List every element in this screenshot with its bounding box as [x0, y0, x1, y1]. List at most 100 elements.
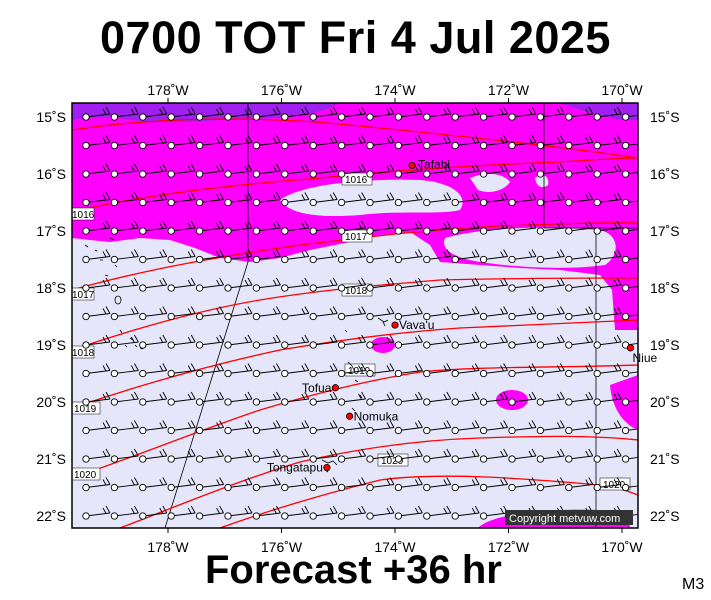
wind-barb	[451, 477, 480, 492]
lon-tick-label: 176˚W	[261, 82, 303, 98]
place-dot	[391, 321, 399, 329]
svg-text:1020: 1020	[74, 470, 97, 481]
wind-barb	[423, 334, 452, 349]
lon-tick-label: 174˚W	[374, 539, 416, 555]
isobar-label: 1017	[341, 229, 373, 243]
svg-text:1020: 1020	[381, 456, 404, 467]
wind-barb	[479, 135, 508, 150]
wind-barb	[423, 163, 452, 178]
wind-barb	[593, 391, 622, 406]
wind-barb	[508, 477, 537, 492]
wind-barb	[82, 391, 111, 406]
wind-barb	[479, 363, 508, 378]
wind-barb	[423, 448, 452, 463]
wind-barb	[281, 391, 310, 406]
wind-barb	[508, 448, 537, 463]
wind-barb	[281, 249, 310, 264]
lat-tick-label: 16˚S	[36, 166, 66, 182]
wind-barb	[252, 220, 281, 235]
wind-barb	[82, 306, 111, 321]
wind-barb	[451, 106, 480, 121]
svg-text:1019: 1019	[74, 404, 97, 415]
lon-tick-label: 172˚W	[488, 82, 530, 98]
wind-barb	[309, 334, 338, 349]
wind-barb	[508, 391, 537, 406]
wind-barb	[252, 477, 281, 492]
wind-barb	[309, 192, 338, 207]
wind-barb	[195, 249, 224, 264]
wind-barb	[565, 106, 594, 121]
lat-labels-right: 15˚S 16˚S 17˚S 18˚S 19˚S 20˚S 21˚S 22˚S	[650, 109, 680, 524]
map-code: M3	[682, 576, 705, 593]
wind-barb	[423, 477, 452, 492]
wind-barb	[423, 391, 452, 406]
wind-barb	[309, 106, 338, 121]
wind-barb	[565, 477, 594, 492]
wind-barb	[167, 220, 196, 235]
wind-barb	[82, 277, 111, 292]
wind-barb	[139, 391, 168, 406]
wind-barb	[451, 163, 480, 178]
wind-barb	[224, 192, 253, 207]
wind-barb	[195, 163, 224, 178]
place-niue: Niue	[626, 344, 658, 365]
lat-tick-label: 15˚S	[650, 109, 680, 125]
wind-barb	[536, 220, 565, 235]
wind-barb	[366, 192, 395, 207]
wind-barb	[309, 505, 338, 520]
lon-tick-label: 172˚W	[488, 539, 530, 555]
wind-barb	[224, 477, 253, 492]
isobar-label: 1016	[71, 207, 95, 221]
wind-barb	[281, 220, 310, 235]
wind-barb	[252, 249, 281, 264]
wind-barb	[593, 277, 622, 292]
wind-barb	[139, 334, 168, 349]
dry-patch-south	[444, 227, 616, 268]
dry-patch-eastern	[535, 175, 549, 188]
wind-barb	[565, 363, 594, 378]
wind-barb	[309, 306, 338, 321]
wind-barb	[110, 363, 139, 378]
wind-barb	[337, 334, 366, 349]
wind-barb	[337, 448, 366, 463]
wind-barb	[167, 363, 196, 378]
wind-barb	[337, 420, 366, 435]
wind-barb	[281, 306, 310, 321]
wind-barb	[423, 106, 452, 121]
wind-barb	[224, 249, 253, 264]
wind-barb	[281, 334, 310, 349]
place-dot	[626, 344, 635, 352]
place-dot	[323, 463, 331, 472]
svg-text:1016: 1016	[345, 175, 368, 186]
wind-barb	[82, 420, 111, 435]
wind-barb	[621, 369, 638, 378]
wind-barb	[423, 505, 452, 520]
wind-barb	[224, 334, 253, 349]
wind-barb	[110, 135, 139, 150]
wind-barb	[593, 420, 622, 435]
wind-barb	[167, 391, 196, 406]
wind-barb	[195, 306, 224, 321]
wind-barb	[252, 306, 281, 321]
wind-barb	[281, 363, 310, 378]
wind-barb	[536, 363, 565, 378]
wind-barb	[195, 334, 224, 349]
wind-barb	[366, 334, 395, 349]
wind-barb	[252, 163, 281, 178]
wind-barb	[110, 106, 139, 121]
wind-barb	[167, 306, 196, 321]
svg-text:1017: 1017	[345, 232, 368, 243]
wind-barb	[309, 163, 338, 178]
place-label: Vava'u	[399, 318, 434, 332]
wind-barb	[224, 163, 253, 178]
map-frame	[71, 102, 639, 529]
wind-barb	[479, 334, 508, 349]
wind-barb	[139, 448, 168, 463]
wind-barb	[82, 106, 111, 121]
lat-tick-label: 18˚S	[650, 280, 680, 296]
isobar-label: 1020	[71, 467, 101, 481]
copyright-text: Copyright metvuw.com	[509, 513, 620, 525]
wind-barb	[451, 306, 480, 321]
wind-barb	[224, 391, 253, 406]
wind-barb	[309, 277, 338, 292]
